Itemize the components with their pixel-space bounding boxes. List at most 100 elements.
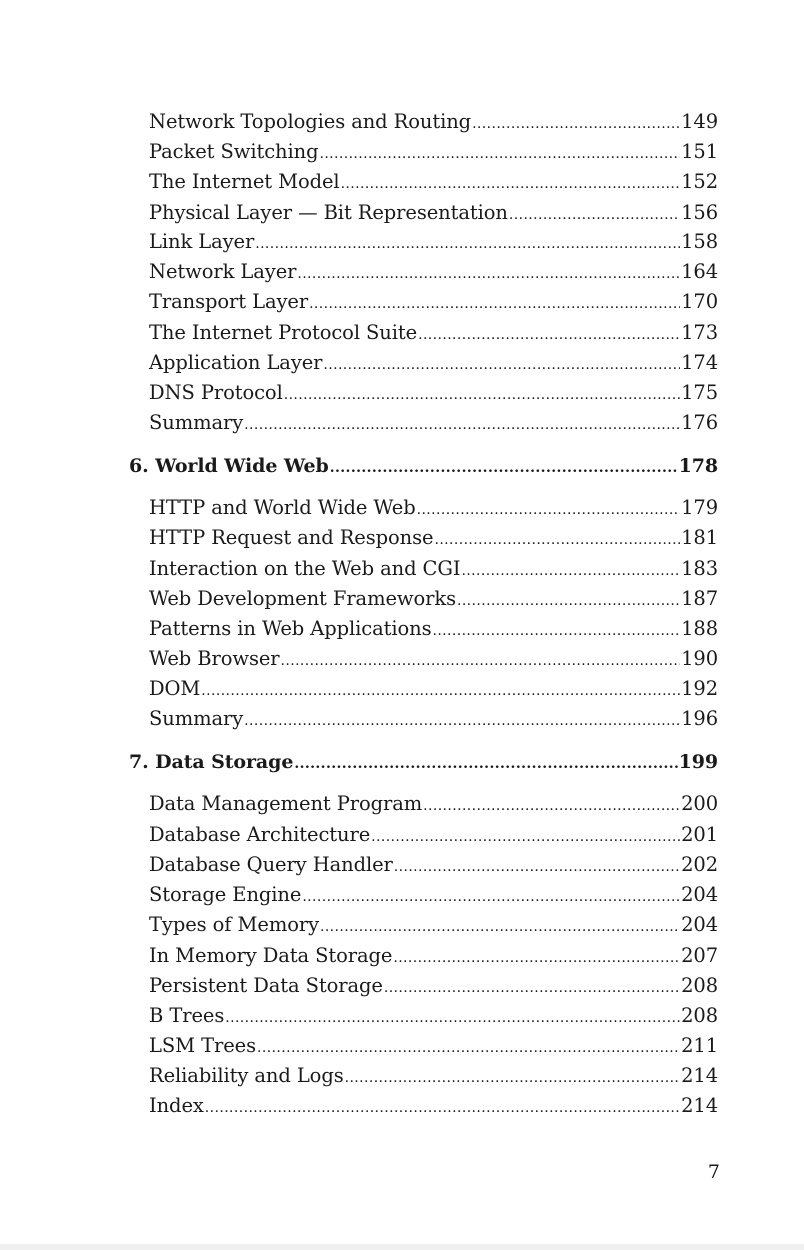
- dot-leader: [225, 1005, 680, 1031]
- toc-entry-title: Interaction on the Web and CGI: [149, 557, 461, 580]
- dot-leader: [309, 291, 680, 317]
- toc-entry: Data Management Program 200: [149, 791, 718, 817]
- dot-leader: [393, 945, 680, 971]
- toc-entry-title: Index: [149, 1094, 204, 1117]
- toc-entry-page: 196: [681, 707, 718, 730]
- toc-entry-page: 204: [681, 883, 718, 906]
- toc-entry-title: Packet Switching: [149, 140, 319, 163]
- toc-entry: The Internet Model 152: [149, 169, 718, 195]
- toc-entry-page: 199: [678, 751, 718, 773]
- toc-entry-title: B Trees: [149, 1004, 225, 1027]
- toc-entry: HTTP and World Wide Web 179: [149, 495, 718, 521]
- toc-entry-title: Network Layer: [149, 260, 297, 283]
- toc-entry: Types of Memory 204: [149, 912, 718, 938]
- dot-leader: [320, 914, 680, 940]
- toc-entry-page: 179: [681, 496, 718, 519]
- toc-entry-page: 188: [681, 617, 718, 640]
- dot-leader: [461, 558, 680, 584]
- toc-entry: Interaction on the Web and CGI 183: [149, 556, 718, 582]
- toc-entry-page: 204: [681, 913, 718, 936]
- toc-entry: Link Layer 158: [149, 229, 718, 255]
- toc-entry-page: 176: [681, 411, 718, 434]
- toc-entry-page: 202: [681, 853, 718, 876]
- toc-entry: Web Browser 190: [149, 646, 718, 672]
- toc-entry: Database Query Handler 202: [149, 852, 718, 878]
- toc-entry: HTTP Request and Response 181: [149, 525, 718, 551]
- toc-entry-title: Link Layer: [149, 230, 255, 253]
- dot-leader: [371, 824, 680, 850]
- toc-entry-title: Web Browser: [149, 647, 280, 670]
- toc-entry: LSM Trees 211: [149, 1033, 718, 1059]
- toc-chapter-entry: 6. World Wide Web 178: [129, 453, 718, 479]
- toc-entry-page: 181: [681, 526, 718, 549]
- toc-entry-title: Application Layer: [149, 351, 323, 374]
- toc-entry: Persistent Data Storage 208: [149, 973, 718, 999]
- dot-leader: [294, 751, 677, 777]
- toc-entry-page: 208: [681, 1004, 718, 1027]
- dot-leader: [432, 618, 680, 644]
- toc-entry-page: 211: [681, 1034, 718, 1057]
- dot-leader: [302, 884, 680, 910]
- dot-leader: [417, 497, 680, 523]
- toc-entry-page: 158: [681, 230, 718, 253]
- toc-entry-title: Patterns in Web Applications: [149, 617, 432, 640]
- dot-leader: [281, 648, 681, 674]
- dot-leader: [418, 322, 680, 348]
- toc-entry: Summary 196: [149, 706, 718, 732]
- toc-entry: In Memory Data Storage 207: [149, 943, 718, 969]
- toc-entry: DNS Protocol 175: [149, 380, 718, 406]
- dot-leader: [257, 1035, 680, 1061]
- dot-leader: [255, 231, 680, 257]
- toc-entry: Storage Engine 204: [149, 882, 718, 908]
- toc-entry: DOM 192: [149, 676, 718, 702]
- toc-entry-title: Database Architecture: [149, 823, 371, 846]
- toc-entry: B Trees 208: [149, 1003, 718, 1029]
- toc-entry-page: 164: [681, 260, 718, 283]
- toc-entry-title: Reliability and Logs: [149, 1064, 344, 1087]
- toc-entry-title: Network Topologies and Routing: [149, 110, 472, 133]
- dot-leader: [201, 678, 680, 704]
- toc-entry-page: 175: [681, 381, 718, 404]
- toc-entry-title: Storage Engine: [149, 883, 302, 906]
- toc-entry-page: 214: [681, 1064, 718, 1087]
- toc-entry: Transport Layer 170: [149, 289, 718, 315]
- toc-entry-page: 183: [681, 557, 718, 580]
- toc-entry-page: 149: [681, 110, 718, 133]
- toc-entry-page: 178: [678, 455, 718, 477]
- dot-leader: [345, 1065, 680, 1091]
- toc-entry-title: HTTP Request and Response: [149, 526, 434, 549]
- dot-leader: [457, 588, 680, 614]
- toc-entry-title: Summary: [149, 707, 244, 730]
- page-number: 7: [707, 1161, 720, 1183]
- dot-leader: [423, 793, 680, 819]
- toc-entry-title: Persistent Data Storage: [149, 974, 383, 997]
- dot-leader: [323, 352, 680, 378]
- toc-entry-page: 201: [681, 823, 718, 846]
- dot-leader: [509, 202, 680, 228]
- dot-leader: [330, 455, 678, 481]
- toc-entry-page: 214: [681, 1094, 718, 1117]
- page-edge: [0, 1244, 804, 1250]
- toc-entry-title: Types of Memory: [149, 913, 319, 936]
- dot-leader: [205, 1095, 680, 1121]
- toc-entry-page: 151: [681, 140, 718, 163]
- dot-leader: [297, 261, 680, 287]
- toc-entry-page: 173: [681, 321, 718, 344]
- toc-entry-title: The Internet Protocol Suite: [149, 321, 418, 344]
- toc-entry-page: 200: [681, 792, 718, 815]
- toc-entry: Network Layer 164: [149, 259, 718, 285]
- dot-leader: [319, 141, 680, 167]
- dot-leader: [244, 412, 680, 438]
- toc-entry-title: LSM Trees: [149, 1034, 256, 1057]
- toc-entry-title: Physical Layer — Bit Representation: [149, 201, 508, 224]
- toc-entry-title: Database Query Handler: [149, 853, 393, 876]
- dot-leader: [244, 708, 680, 734]
- toc-entry-page: 174: [681, 351, 718, 374]
- toc-entry: Summary 176: [149, 410, 718, 436]
- toc-entry-page: 208: [681, 974, 718, 997]
- dot-leader: [434, 527, 680, 553]
- toc-entry-page: 207: [681, 944, 718, 967]
- toc-entry-page: 170: [681, 290, 718, 313]
- dot-leader: [394, 854, 680, 880]
